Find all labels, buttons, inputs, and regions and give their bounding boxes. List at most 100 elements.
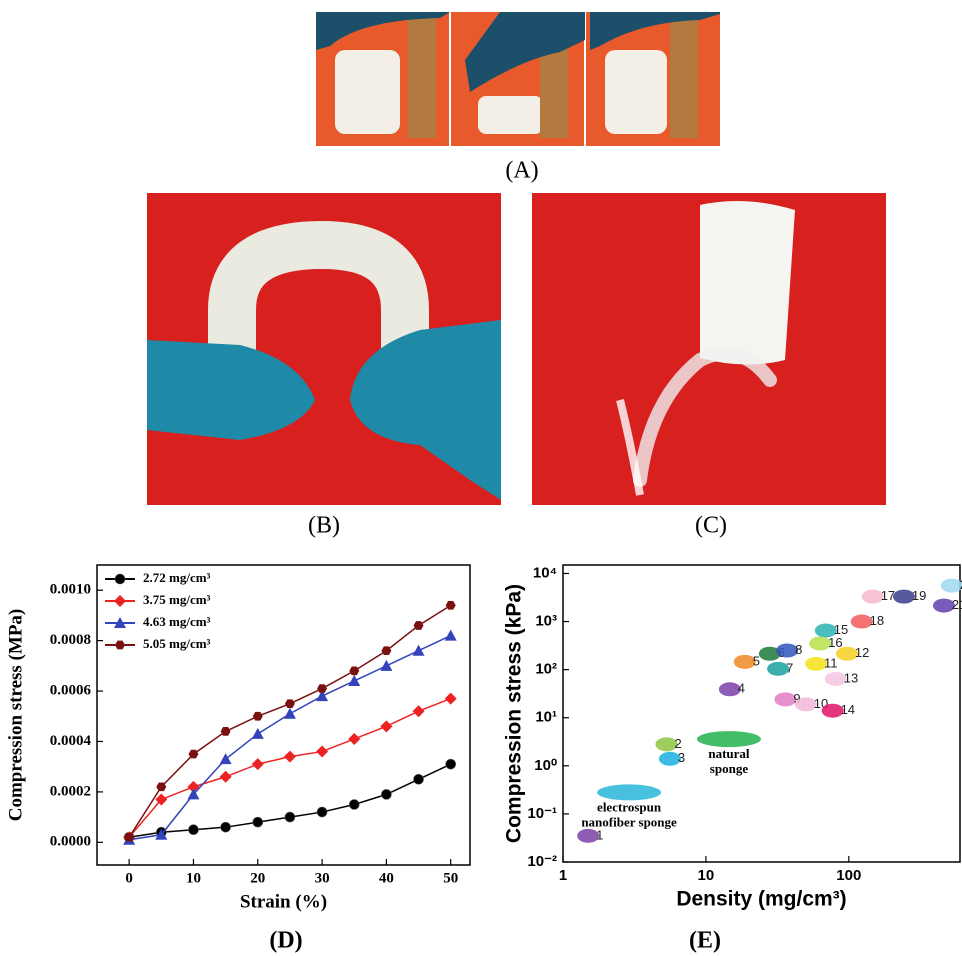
- point-label: 14: [841, 702, 855, 717]
- point-annotation: natural: [708, 746, 750, 761]
- point-label: 18: [870, 613, 884, 628]
- x-tick-label: 40: [379, 870, 394, 886]
- marker: [414, 774, 424, 784]
- marker: [445, 630, 457, 641]
- x-tick-label: 20: [250, 870, 265, 886]
- data-region: [697, 731, 761, 747]
- ruler: [408, 14, 436, 138]
- point-annotation: sponge: [710, 761, 749, 776]
- marker: [220, 771, 232, 783]
- marker: [348, 675, 360, 686]
- y-tick-label: 10²: [535, 661, 557, 678]
- point-label: 7: [786, 660, 793, 675]
- point-label: 16: [828, 635, 842, 650]
- point-label: 8: [795, 642, 802, 657]
- ruler: [670, 14, 698, 138]
- panel-label: (C): [695, 513, 727, 539]
- y-tick-label: 0.0008: [50, 632, 91, 648]
- legend-label: 2.72 mg/cm³: [143, 570, 211, 585]
- x-tick-label: 10: [186, 870, 201, 886]
- sponge-compressed: [478, 96, 543, 134]
- marker: [284, 751, 296, 763]
- plot-frame: [97, 565, 470, 865]
- x-tick-label: 10: [698, 867, 715, 884]
- marker: [285, 699, 295, 708]
- y-axis-title: Compression stress (MPa): [5, 609, 26, 822]
- sponge-cylinder: [700, 201, 795, 365]
- legend-label: 4.63 mg/cm³: [143, 614, 211, 629]
- point-label: 5: [753, 653, 760, 668]
- y-tick-label: 0.0000: [50, 834, 91, 850]
- point-annotation: electrospun: [597, 799, 662, 814]
- legend-marker: [115, 574, 125, 584]
- legend-label: 3.75 mg/cm³: [143, 592, 211, 607]
- marker: [220, 753, 232, 764]
- panel-label: (D): [269, 928, 302, 954]
- x-tick-label: 1: [559, 867, 567, 884]
- marker: [317, 684, 327, 693]
- point-label: 3: [678, 750, 685, 765]
- y-tick-label: 0.0004: [50, 733, 92, 749]
- photo-a: [316, 12, 720, 146]
- legend-label: 5.05 mg/cm³: [143, 636, 211, 651]
- x-tick-label: 30: [315, 870, 330, 886]
- x-tick-label: 50: [443, 870, 458, 886]
- marker: [380, 660, 392, 671]
- point-label: 12: [855, 645, 869, 660]
- y-tick-label: 0.0006: [50, 682, 92, 698]
- y-tick-label: 0.0002: [50, 783, 91, 799]
- point-label: 17: [881, 588, 895, 603]
- marker: [253, 817, 263, 827]
- sponge-cylinder: [605, 50, 667, 134]
- marker: [253, 712, 263, 721]
- x-axis-title: Density (mg/cm³): [676, 888, 846, 911]
- y-tick-label: 0.0010: [50, 582, 91, 598]
- panel-label: (B): [308, 513, 340, 539]
- marker: [349, 799, 359, 809]
- point-label: 1: [596, 827, 603, 842]
- marker: [413, 705, 425, 717]
- point-label: 4: [738, 681, 745, 696]
- data-region: [597, 784, 661, 800]
- marker: [413, 645, 425, 656]
- marker: [252, 758, 264, 770]
- marker: [348, 733, 360, 745]
- point-label: 21: [952, 597, 962, 612]
- y-tick-label: 10⁻²: [527, 853, 557, 870]
- panel-label: (A): [505, 158, 538, 184]
- photo-b: [147, 193, 501, 505]
- marker: [381, 789, 391, 799]
- y-tick-label: 10⁻¹: [527, 805, 557, 822]
- y-tick-label: 10¹: [535, 709, 557, 726]
- photo-c: [532, 193, 886, 505]
- marker: [252, 728, 264, 739]
- marker: [446, 759, 456, 769]
- marker: [188, 825, 198, 835]
- point-annotation: nanofiber sponge: [581, 814, 677, 829]
- point-label: 19: [912, 588, 926, 603]
- point-label: 11: [824, 655, 838, 670]
- panel-label: (E): [689, 928, 721, 954]
- y-tick-label: 10³: [535, 613, 557, 630]
- sponge-cylinder: [335, 50, 400, 134]
- figure: (A) (B) (C) (D) (E) 0 10 20 30 40 50 0.0000 0.0…: [0, 0, 962, 956]
- legend-marker: [114, 595, 126, 607]
- point-label: 2: [674, 736, 681, 751]
- marker: [316, 746, 328, 758]
- series-line: [129, 636, 451, 840]
- point-label: 13: [844, 670, 858, 685]
- marker: [445, 693, 457, 705]
- y-tick-label: 10⁰: [534, 757, 557, 774]
- marker: [317, 807, 327, 817]
- series-line: [129, 764, 451, 837]
- y-tick-label: 10⁴: [533, 564, 557, 581]
- x-tick-label: 100: [836, 867, 861, 884]
- x-tick-label: 0: [125, 870, 133, 886]
- marker: [285, 812, 295, 822]
- marker: [284, 708, 296, 719]
- marker: [221, 822, 231, 832]
- y-axis-title: Compression stress (kPa): [503, 584, 526, 843]
- marker: [380, 720, 392, 732]
- legend-marker: [115, 641, 125, 650]
- x-axis-title: Strain (%): [240, 891, 327, 912]
